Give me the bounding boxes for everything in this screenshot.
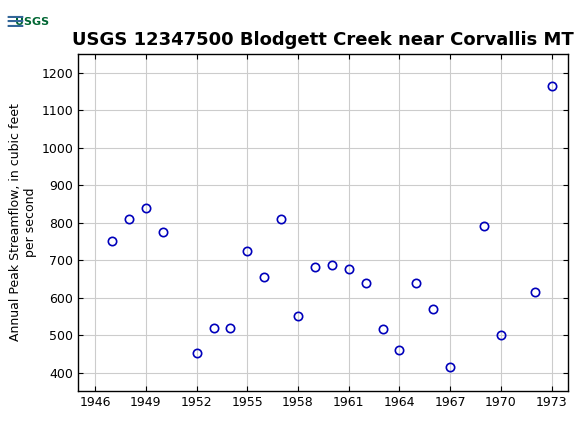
Text: USGS: USGS — [15, 17, 49, 27]
FancyBboxPatch shape — [3, 3, 61, 42]
Title: USGS 12347500 Blodgett Creek near Corvallis MT: USGS 12347500 Blodgett Creek near Corval… — [72, 31, 574, 49]
Text: ≡: ≡ — [5, 9, 26, 34]
Text: USGS: USGS — [75, 12, 135, 31]
Y-axis label: Annual Peak Streamflow, in cubic feet
per second: Annual Peak Streamflow, in cubic feet pe… — [9, 104, 37, 341]
